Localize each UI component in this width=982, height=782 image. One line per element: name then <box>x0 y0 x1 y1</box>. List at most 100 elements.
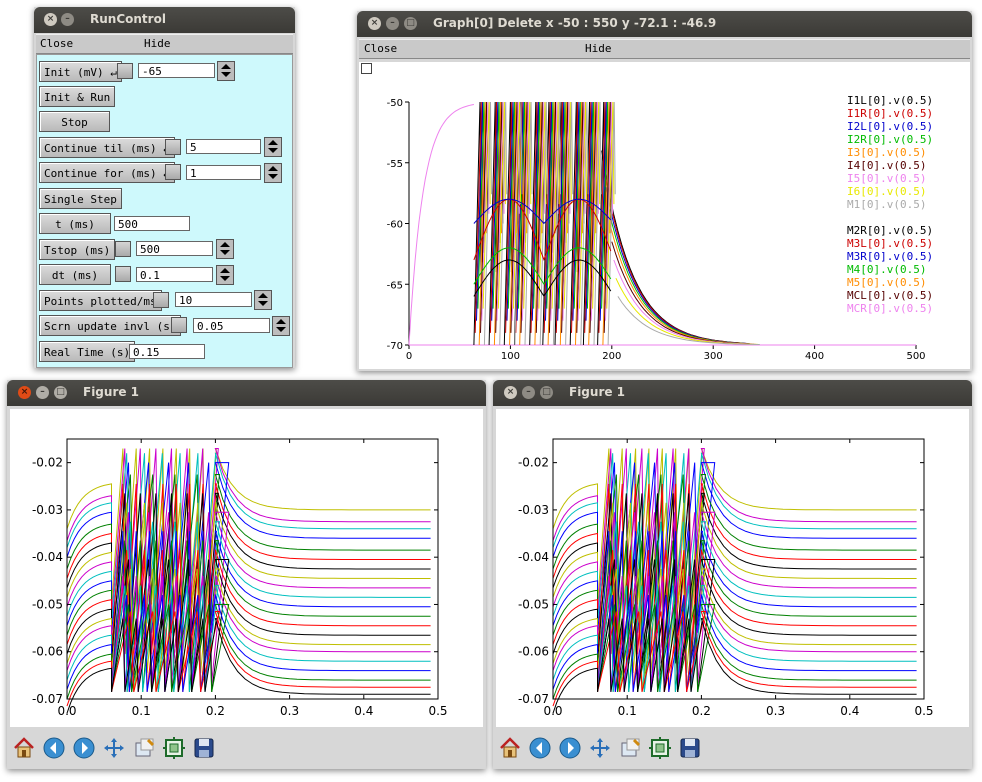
continue-for-spinner[interactable] <box>264 163 282 183</box>
scrn-update-spinner[interactable] <box>272 316 290 336</box>
y-tick-label: -0.02 <box>32 456 63 470</box>
graph-canvas[interactable]: 0 100 200 300 400 500 -50 -55 -60 -65 -70 I1L[0].v… <box>359 62 970 369</box>
maximize-icon[interactable]: □ <box>54 386 67 399</box>
forward-icon[interactable] <box>72 736 96 760</box>
home-icon[interactable] <box>498 736 522 760</box>
trace-line <box>552 585 917 692</box>
save-icon[interactable] <box>192 736 216 760</box>
continue-til-spinner[interactable] <box>264 137 282 157</box>
continue-for-checkbox[interactable] <box>165 164 181 180</box>
trace-subthreshold <box>473 247 612 286</box>
graph-window: × – □ Graph[0] Delete x -50 : 550 y -72.… <box>357 11 972 371</box>
trace-decay <box>601 150 744 344</box>
trace-spikes <box>476 101 608 321</box>
zoom-icon[interactable] <box>618 736 642 760</box>
figure-titlebar[interactable]: × – □ Figure 1 <box>7 380 486 406</box>
close-window-icon[interactable]: × <box>18 386 31 399</box>
maximize-icon[interactable]: □ <box>404 17 417 30</box>
trace-line <box>66 530 431 692</box>
t-button[interactable]: t (ms) <box>39 213 111 234</box>
menu-hide[interactable]: Hide <box>585 42 612 55</box>
trace-line <box>66 618 431 714</box>
graph-menu-checkbox[interactable] <box>361 63 372 74</box>
close-window-icon[interactable]: × <box>504 386 517 399</box>
continue-til-field[interactable]: 5 <box>186 139 261 154</box>
subplots-icon[interactable] <box>648 736 672 760</box>
tstop-field[interactable]: 500 <box>136 241 213 256</box>
save-icon[interactable] <box>678 736 702 760</box>
pan-icon[interactable] <box>102 736 126 760</box>
graph-legend-top: I1L[0].v(0.5) I1R[0].v(0.5) I2L[0].v(0.5) I… <box>847 94 933 211</box>
continue-for-button[interactable]: Continue for (ms) ↵ <box>39 162 175 183</box>
back-icon[interactable] <box>42 736 66 760</box>
trace-line <box>552 618 917 714</box>
figure-toolbar <box>496 731 969 765</box>
x-tick-label: 300 <box>704 351 723 362</box>
close-window-icon[interactable]: × <box>44 13 57 26</box>
menu-close[interactable]: Close <box>364 42 398 55</box>
legend-entry: I1R[0].v(0.5) <box>847 107 934 120</box>
y-tick-label: -0.04 <box>32 550 63 564</box>
maximize-icon[interactable]: □ <box>540 386 553 399</box>
points-plotted-field[interactable]: 10 <box>175 292 252 307</box>
init-run-button[interactable]: Init & Run <box>39 86 116 107</box>
dt-checkbox[interactable] <box>115 266 131 282</box>
init-button[interactable]: Init (mV) ↵ <box>39 61 122 82</box>
dt-button[interactable]: dt (ms) <box>39 264 111 285</box>
home-icon[interactable] <box>12 736 36 760</box>
legend-entry: I3[0].v(0.5) <box>847 146 927 159</box>
points-plotted-button[interactable]: Points plotted/ms <box>39 290 162 311</box>
back-icon[interactable] <box>528 736 552 760</box>
tstop-checkbox[interactable] <box>115 241 131 257</box>
minimize-icon[interactable]: – <box>61 13 74 26</box>
figure-window-left: × – □ Figure 1 0.0 0.1 0.2 0.3 0.4 0.5 -0.02 -0… <box>7 380 486 769</box>
init-spinner[interactable] <box>217 61 235 81</box>
figure-window-right: × – □ Figure 1 0.0 0.1 0.2 0.3 0.4 0.5 -0.02 -0… <box>493 380 972 769</box>
minimize-icon[interactable]: – <box>386 17 399 30</box>
figure-titlebar[interactable]: × – □ Figure 1 <box>493 380 972 406</box>
continue-til-checkbox[interactable] <box>165 139 181 155</box>
stop-button[interactable]: Stop <box>39 111 110 132</box>
t-field[interactable]: 500 <box>114 216 190 231</box>
init-checkbox[interactable] <box>117 63 133 79</box>
zoom-icon[interactable] <box>132 736 156 760</box>
menu-hide[interactable]: Hide <box>144 37 171 50</box>
y-tick-label: -50 <box>387 98 403 109</box>
init-field[interactable]: -65 <box>138 63 215 78</box>
trace-spikes <box>480 101 612 333</box>
trace-line <box>66 452 431 624</box>
forward-icon[interactable] <box>558 736 582 760</box>
points-plotted-checkbox[interactable] <box>153 292 169 308</box>
scrn-update-checkbox[interactable] <box>171 317 187 333</box>
trace-line <box>552 511 917 683</box>
dt-field[interactable]: 0.1 <box>136 267 213 282</box>
tstop-button[interactable]: Tstop (ms) <box>39 239 116 260</box>
pan-icon[interactable] <box>588 736 612 760</box>
menu-close[interactable]: Close <box>40 37 74 50</box>
real-time-field[interactable]: 0.15 <box>129 344 205 359</box>
trace-spikes <box>474 101 607 333</box>
runcontrol-titlebar[interactable]: × – RunControl <box>34 7 295 33</box>
runcontrol-window: × – RunControl Close Hide Init (mV) ↵ -6… <box>34 7 295 368</box>
y-tick-label: -0.07 <box>518 692 549 706</box>
graph-titlebar[interactable]: × – □ Graph[0] Delete x -50 : 550 y -72.… <box>357 11 972 37</box>
figure-plot-area[interactable]: 0.0 0.1 0.2 0.3 0.4 0.5 -0.02 -0.03 -0.04 -0.05 -0… <box>496 409 969 727</box>
trace-line <box>66 462 431 633</box>
trace-line <box>552 530 917 692</box>
minimize-icon[interactable]: – <box>36 386 49 399</box>
continue-til-button[interactable]: Continue til (ms) ↵ <box>39 137 175 158</box>
scrn-update-button[interactable]: Scrn update invl (s) <box>39 315 182 336</box>
trace-line <box>552 474 917 645</box>
subplots-icon[interactable] <box>162 736 186 760</box>
continue-for-field[interactable]: 1 <box>186 165 261 180</box>
minimize-icon[interactable]: – <box>522 386 535 399</box>
real-time-button[interactable]: Real Time (s) <box>39 341 136 362</box>
tstop-spinner[interactable] <box>216 239 234 259</box>
dt-spinner[interactable] <box>216 265 234 285</box>
figure-plot-area[interactable]: 0.0 0.1 0.2 0.3 0.4 0.5 -0.02 -0.03 -0.04 -0.05 -0… <box>10 409 483 727</box>
figure-toolbar <box>10 731 483 765</box>
scrn-update-field[interactable]: 0.05 <box>193 318 270 333</box>
points-plotted-spinner[interactable] <box>254 290 272 310</box>
close-window-icon[interactable]: × <box>368 17 381 30</box>
single-step-button[interactable]: Single Step <box>39 188 122 209</box>
